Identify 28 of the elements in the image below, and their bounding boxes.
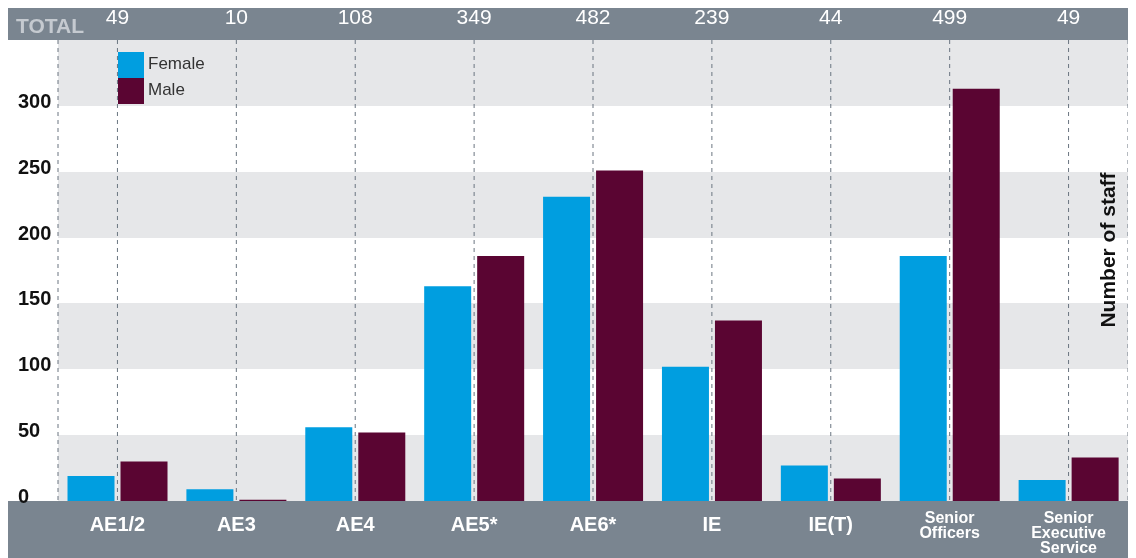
legend-label: Female xyxy=(148,54,205,74)
legend-label: Male xyxy=(148,80,185,100)
text: 499 xyxy=(932,5,968,28)
x-tick-label: Senior Officers xyxy=(919,509,980,541)
text: 239 xyxy=(694,5,730,28)
text: 349 xyxy=(456,5,492,28)
x-tick-label: IE xyxy=(702,513,722,535)
y-tick-label: 150 xyxy=(18,287,52,310)
x-tick-label: AE5* xyxy=(450,513,498,535)
text: 482 xyxy=(575,5,611,28)
x-tick-label: Senior Executive Service xyxy=(1031,509,1107,556)
y-tick-label: 300 xyxy=(18,89,52,112)
y-tick-label: 250 xyxy=(18,155,52,178)
text: 10 xyxy=(224,5,249,28)
y-axis-title: Number of staff xyxy=(1096,172,1120,328)
x-tick-label: AE4 xyxy=(335,513,376,535)
text: 49 xyxy=(105,5,130,28)
x-tick-label: AE6* xyxy=(569,513,617,535)
text: TOTAL xyxy=(16,14,85,38)
x-tick-label: AE1/2 xyxy=(89,513,146,535)
text: 49 xyxy=(1056,5,1081,28)
text: 44 xyxy=(819,5,843,28)
y-tick-label: 200 xyxy=(18,221,52,244)
y-tick-label: 100 xyxy=(18,353,52,376)
y-tick-label: 50 xyxy=(18,419,41,442)
x-tick-label: IE(T) xyxy=(808,513,853,535)
x-tick-label: AE3 xyxy=(216,513,256,535)
text: 108 xyxy=(337,5,373,28)
